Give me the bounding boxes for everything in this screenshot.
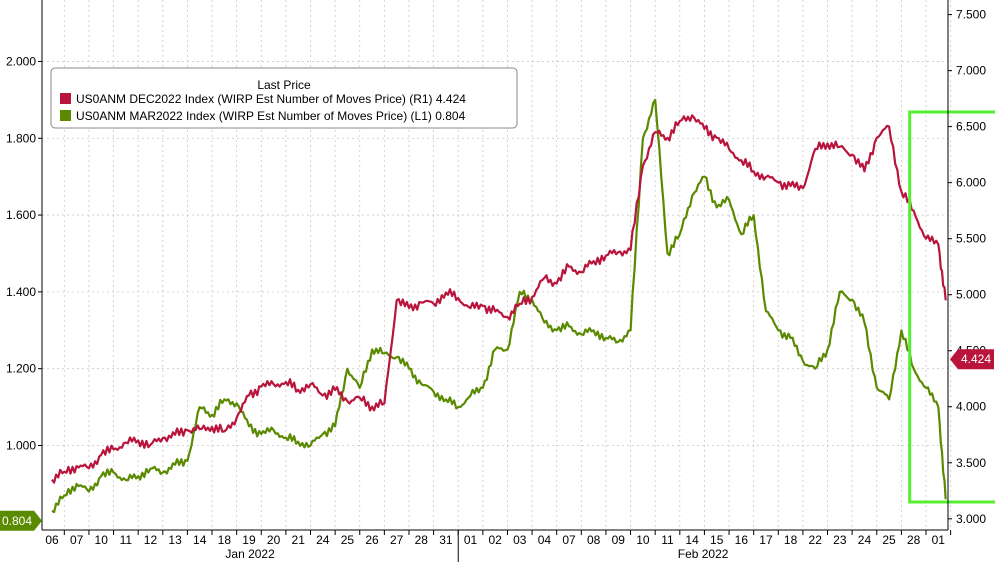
x-tick-label: 25 bbox=[341, 533, 355, 547]
legend-entry-mar2022: US0ANM MAR2022 Index (WIRP Est Number of… bbox=[76, 109, 466, 123]
x-tick-label: 07 bbox=[70, 533, 84, 547]
x-tick-label: 10 bbox=[95, 533, 109, 547]
x-tick-label: 10 bbox=[636, 533, 650, 547]
x-tick-label: 27 bbox=[390, 533, 404, 547]
x-tick-label: 18 bbox=[218, 533, 232, 547]
highlight-box bbox=[908, 110, 995, 504]
left-tick-label: 1.400 bbox=[6, 285, 36, 299]
x-tick-label: 02 bbox=[488, 533, 502, 547]
series-layer bbox=[51, 98, 947, 514]
right-tick-label: 7.500 bbox=[956, 8, 986, 22]
x-tick-label: 17 bbox=[759, 533, 773, 547]
x-tick-label: 23 bbox=[833, 533, 847, 547]
last-value-badges: 4.424 0.804 bbox=[0, 349, 994, 531]
x-tick-label: 12 bbox=[144, 533, 158, 547]
right-tick-label: 4.000 bbox=[956, 400, 986, 414]
x-tick-label: 13 bbox=[168, 533, 182, 547]
last-value-label-right: 4.424 bbox=[961, 352, 991, 366]
legend-entry-dec2022: US0ANM DEC2022 Index (WIRP Est Number of… bbox=[76, 92, 466, 106]
x-tick-label: 26 bbox=[365, 533, 379, 547]
legend-swatch-dec2022 bbox=[60, 93, 71, 104]
right-tick-label: 5.500 bbox=[956, 232, 986, 246]
x-tick-label: 24 bbox=[316, 533, 330, 547]
series-mar2022-line bbox=[51, 98, 947, 514]
x-tick-label: 31 bbox=[439, 533, 453, 547]
x-tick-label: 07 bbox=[562, 533, 576, 547]
last-value-badge-right bbox=[950, 349, 994, 370]
x-tick-label: 08 bbox=[587, 533, 601, 547]
right-tick-label: 3.500 bbox=[956, 456, 986, 470]
x-tick-label: 28 bbox=[415, 533, 429, 547]
legend: Last Price US0ANM DEC2022 Index (WIRP Es… bbox=[50, 67, 518, 129]
x-tick-label: 04 bbox=[538, 533, 552, 547]
x-tick-label: 15 bbox=[710, 533, 724, 547]
x-tick-label: 03 bbox=[513, 533, 527, 547]
x-tick-label: 06 bbox=[45, 533, 59, 547]
right-tick-label: 7.000 bbox=[956, 64, 986, 78]
highlight-box-layer bbox=[908, 110, 995, 504]
x-tick-label: 28 bbox=[907, 533, 921, 547]
x-tick-label: 01 bbox=[932, 533, 946, 547]
right-tick-label: 5.000 bbox=[956, 288, 986, 302]
x-tick-label: 14 bbox=[685, 533, 699, 547]
left-tick-label: 1.600 bbox=[6, 208, 36, 222]
left-tick-label: 1.800 bbox=[6, 131, 36, 145]
legend-box bbox=[50, 67, 518, 129]
x-tick-label: 24 bbox=[858, 533, 872, 547]
x-tick-label: 22 bbox=[809, 533, 823, 547]
x-tick-label: 14 bbox=[193, 533, 207, 547]
last-value-badge-left bbox=[0, 510, 42, 531]
x-tick-label: 18 bbox=[784, 533, 798, 547]
x-tick-label: 11 bbox=[120, 533, 133, 547]
axes: 1.000 1.200 1.400 1.600 1.800 2.000 3.000 3.500… bbox=[6, 0, 986, 562]
x-tick-label: 20 bbox=[267, 533, 281, 547]
legend-swatch-mar2022 bbox=[60, 110, 71, 121]
x-tick-label: 16 bbox=[735, 533, 749, 547]
month-label-jan: Jan 2022 bbox=[225, 547, 275, 561]
x-tick-label: 21 bbox=[292, 533, 306, 547]
grid-lines bbox=[42, 0, 952, 530]
last-value-label-left: 0.804 bbox=[2, 514, 32, 528]
series-dec2022-line bbox=[51, 114, 947, 484]
right-tick-label: 6.500 bbox=[956, 120, 986, 134]
month-label-feb: Feb 2022 bbox=[678, 547, 729, 561]
left-tick-label: 1.200 bbox=[6, 362, 36, 376]
legend-title: Last Price bbox=[257, 78, 311, 92]
x-tick-label: 01 bbox=[464, 533, 478, 547]
right-tick-label: 6.000 bbox=[956, 176, 986, 190]
x-tick-label: 09 bbox=[612, 533, 626, 547]
left-tick-label: 2.000 bbox=[6, 54, 36, 68]
right-tick-label: 3.000 bbox=[956, 512, 986, 526]
x-tick-label: 19 bbox=[242, 533, 256, 547]
x-tick-label: 11 bbox=[661, 533, 674, 547]
x-tick-label: 25 bbox=[882, 533, 896, 547]
left-tick-label: 1.000 bbox=[6, 439, 36, 453]
